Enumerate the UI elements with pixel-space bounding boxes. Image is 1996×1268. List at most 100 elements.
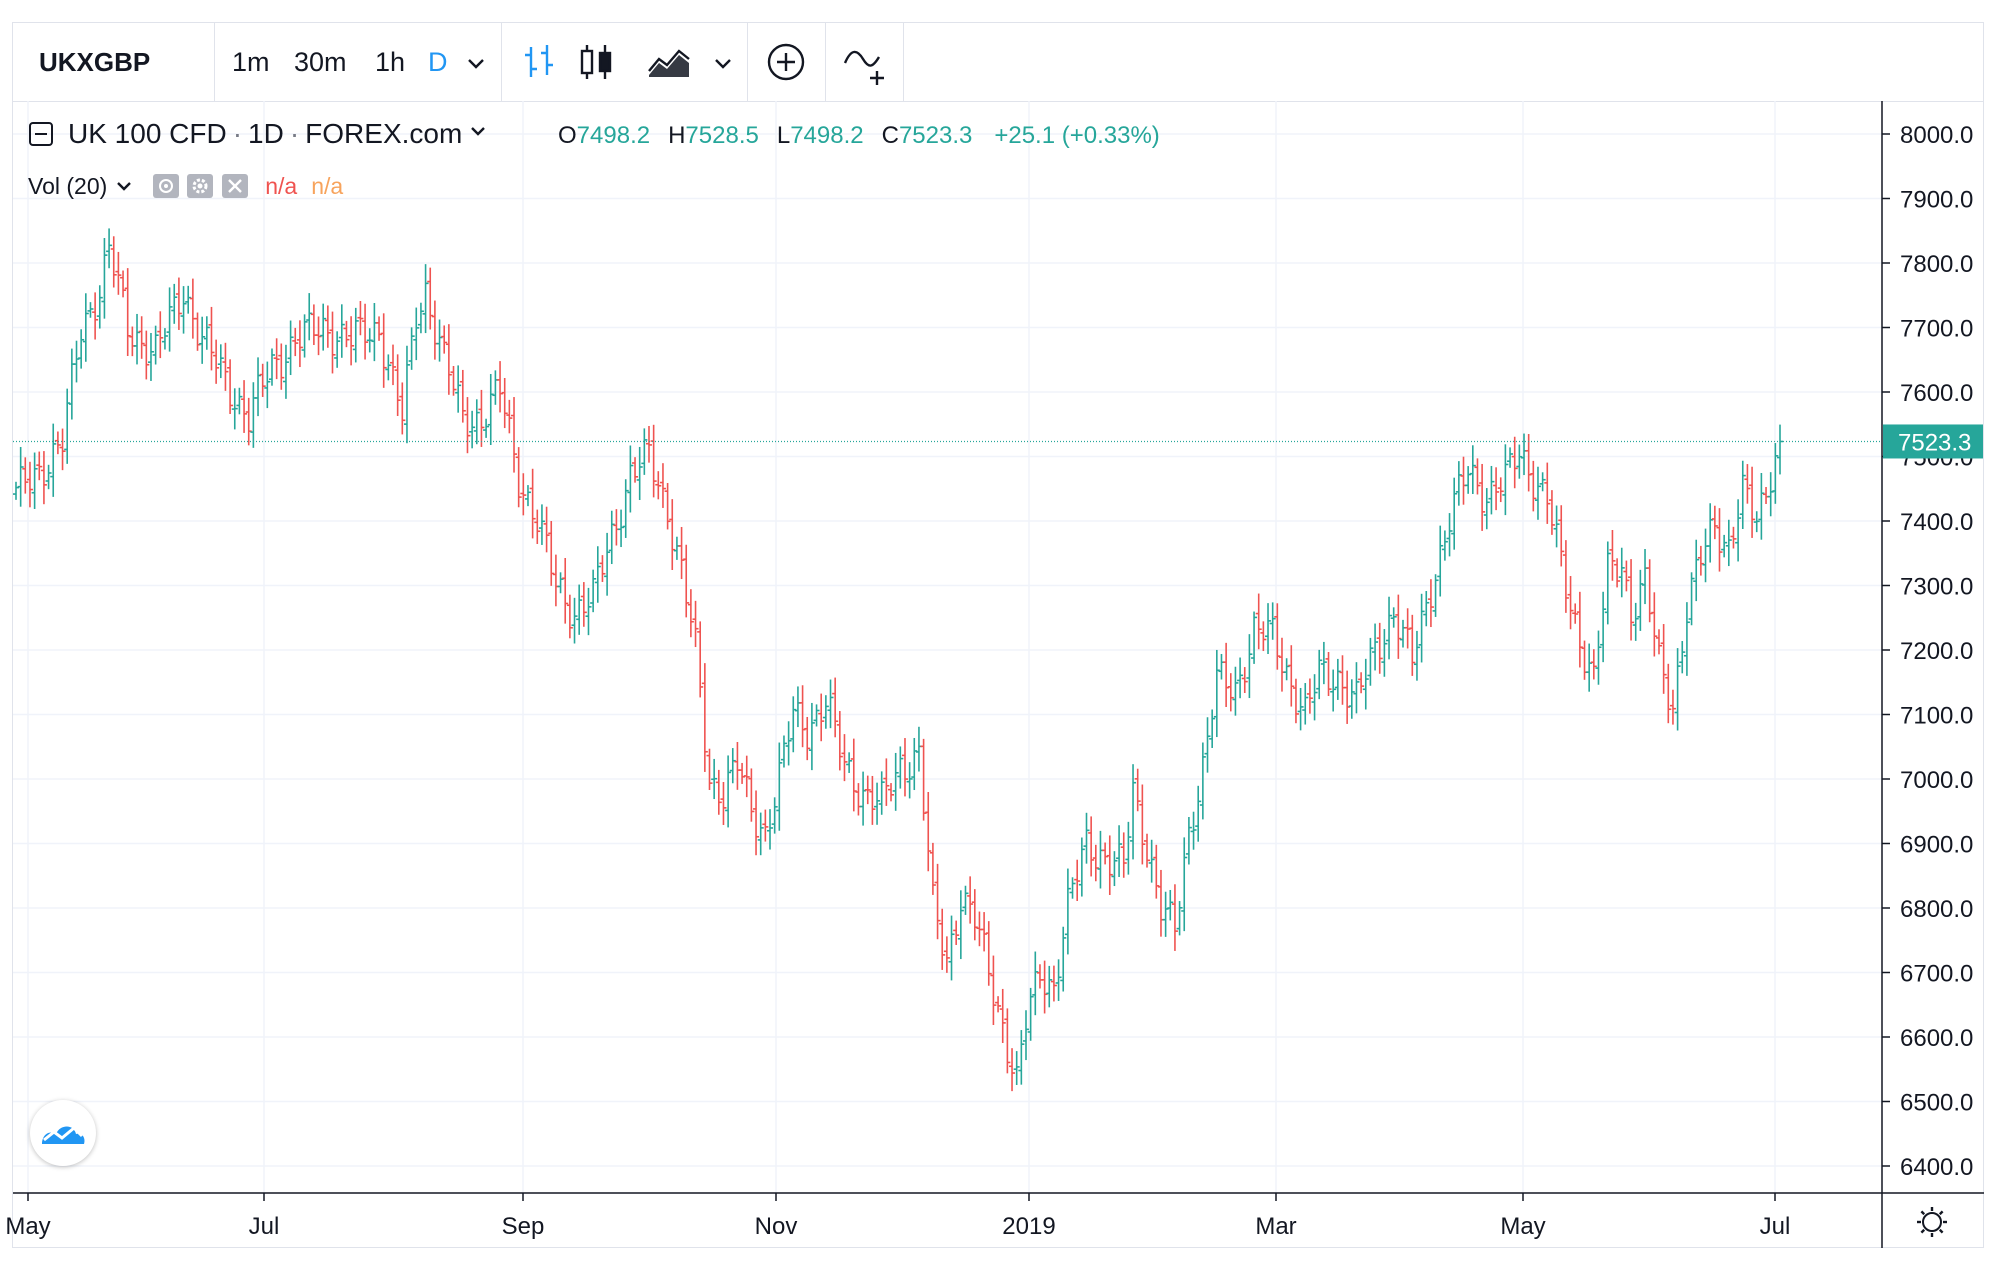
interval-dropdown-chevron-down-icon[interactable]: [461, 43, 491, 85]
ohlc-bar: [687, 589, 694, 638]
ohlc-bar: [1395, 594, 1402, 659]
volume-chevron-down-icon[interactable]: [114, 176, 134, 196]
ohlc-bar: [352, 307, 359, 363]
ohlc-bar: [971, 889, 978, 941]
ohlc-bar: [338, 304, 345, 358]
ohlc-bar: [1134, 768, 1141, 812]
ohlc-bar: [1614, 558, 1621, 588]
symbol-search[interactable]: UKXGBP: [39, 47, 151, 77]
last-price-label: 7523.3: [1898, 429, 1971, 456]
ohlc-bar: [934, 863, 941, 940]
gear-icon[interactable]: [1917, 1207, 1947, 1237]
bars-icon[interactable]: [518, 41, 562, 83]
ohlc-bar: [1469, 445, 1476, 494]
ohlc-bar: [1507, 447, 1514, 468]
ohlc-bar: [1009, 1048, 1016, 1092]
ohlc-bar: [483, 418, 490, 438]
ohlc-bar: [641, 428, 648, 475]
series-source[interactable]: FOREX.com: [305, 118, 463, 149]
ohlc-bar: [636, 446, 643, 500]
ohlc-bar: [841, 734, 848, 782]
indicators-icon[interactable]: [841, 41, 891, 85]
ohlc-bar: [1604, 541, 1611, 625]
ohlc-bar: [324, 305, 331, 348]
ohlc-bar: [1013, 1051, 1020, 1085]
ohlc-bar: [497, 361, 504, 413]
series-legend: UK 100 CFD · 1D · FOREX.com: [28, 118, 488, 150]
ohlc-bar: [1004, 1008, 1011, 1074]
ohlc-bar: [925, 792, 932, 872]
ohlc-bar: [929, 842, 936, 895]
ohlc-bar: [1358, 672, 1365, 694]
ohlc-bar: [166, 287, 173, 352]
ohlc-bar: [543, 506, 550, 553]
ohlc-bar: [1306, 678, 1313, 714]
ohlc-bar: [520, 473, 527, 516]
candles-icon[interactable]: [574, 41, 618, 83]
ohlc-bar: [478, 389, 485, 447]
interval-d[interactable]: D: [428, 47, 448, 77]
volume-label[interactable]: Vol (20): [28, 173, 108, 199]
ohlc-bar: [1223, 642, 1230, 707]
ohlc-values: O7498.2 H7528.5 L7498.2 C7523.3 +25.1 (+0.33…: [558, 122, 1160, 150]
tradingview-logo-icon[interactable]: [30, 1100, 96, 1166]
ohlc-bar: [1479, 463, 1486, 531]
area-chart-icon[interactable]: [645, 41, 693, 83]
ohlc-bar: [1399, 619, 1406, 648]
ohlc-bar: [1032, 951, 1039, 1016]
ohlc-bar: [1144, 833, 1151, 868]
gear-icon[interactable]: [186, 173, 214, 199]
interval-1h[interactable]: 1h: [375, 47, 406, 77]
y-tick-label: 6600.0: [1900, 1025, 1973, 1052]
ohlc-bar: [1162, 891, 1169, 937]
change-value: +25.1 (+0.33%): [994, 122, 1160, 149]
ohlc-bar: [259, 363, 266, 397]
high-value: 7528.5: [685, 122, 759, 149]
volume-legend: Vol (20) n/a n/a: [28, 173, 343, 200]
low-value: 7498.2: [790, 122, 864, 149]
ohlc-bar: [1171, 884, 1178, 951]
ohlc-bar: [548, 520, 555, 586]
ohlc-bar: [1213, 649, 1220, 738]
ohlc-bar: [1562, 540, 1569, 613]
legend-separator: ·: [289, 118, 300, 149]
ohlc-bar: [26, 461, 33, 508]
toolbar-divider: [501, 23, 502, 101]
ohlc-bar: [1311, 674, 1318, 721]
ohlc-bar: [920, 738, 927, 821]
toolbar-divider: [214, 23, 215, 101]
source-chevron-down-icon[interactable]: [468, 121, 488, 141]
ohlc-bar: [557, 572, 564, 594]
ohlc-bar: [1632, 602, 1639, 641]
ohlc-bar: [1777, 424, 1783, 475]
ohlc-bar: [659, 463, 666, 508]
ohlc-bar: [1209, 709, 1216, 748]
minus-square-icon[interactable]: [28, 121, 54, 147]
interval-30m[interactable]: 30m: [294, 47, 347, 77]
ohlc-bar: [1344, 670, 1351, 724]
ohlc-bar: [627, 445, 634, 513]
eye-icon[interactable]: [152, 173, 180, 199]
ohlc-bar: [371, 303, 378, 362]
ohlc-bar: [799, 685, 806, 748]
ohlc-bar: [608, 510, 615, 565]
chart-type-chevron-down-icon[interactable]: [708, 43, 738, 85]
ohlc-bar: [711, 758, 718, 800]
ohlc-bar: [1297, 687, 1304, 731]
close-icon[interactable]: [221, 173, 249, 199]
ohlc-bar: [1511, 436, 1518, 489]
ohlc-bar: [310, 304, 317, 346]
ohlc-bar: [394, 354, 401, 416]
ohlc-bar: [1036, 964, 1043, 989]
ohlc-bars: [13, 228, 1783, 1092]
ohlc-bar: [1697, 545, 1704, 576]
interval-1m[interactable]: 1m: [232, 47, 270, 77]
ohlc-bar: [1553, 505, 1560, 548]
ohlc-bar: [1693, 539, 1700, 602]
ohlc-bar: [855, 783, 862, 816]
ohlc-bar: [1404, 608, 1411, 649]
add-compare-icon[interactable]: [764, 41, 808, 83]
ohlc-bar: [897, 746, 904, 789]
ohlc-bar: [790, 696, 797, 753]
